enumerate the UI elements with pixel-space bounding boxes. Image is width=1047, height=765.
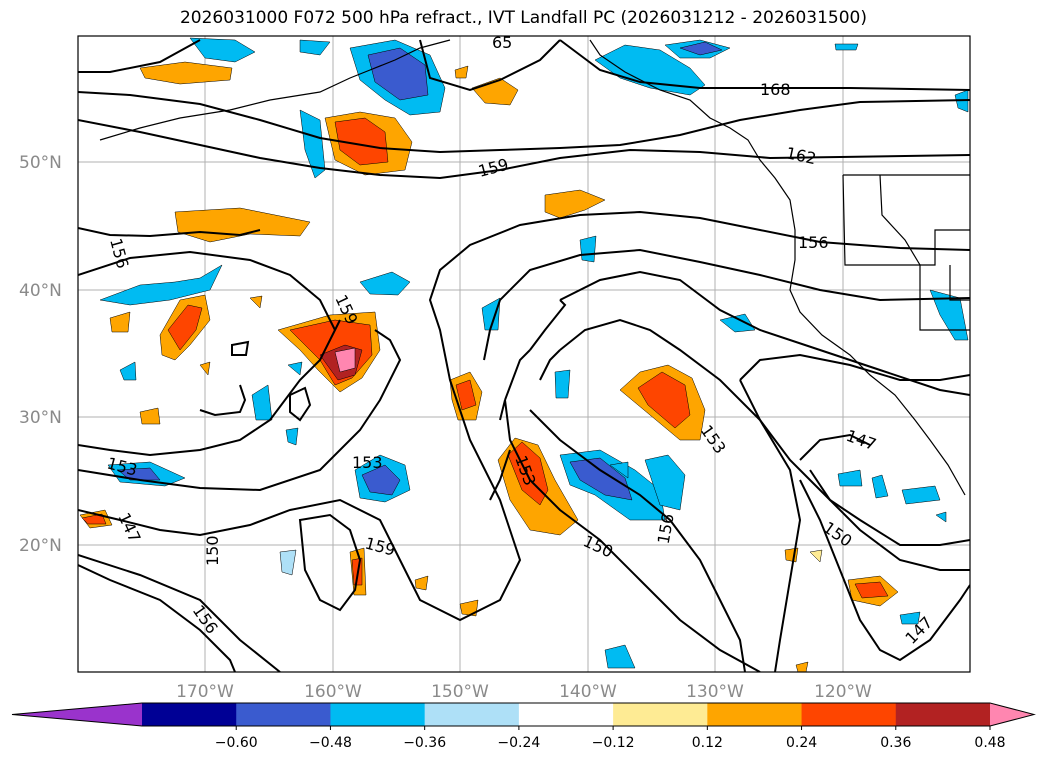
colorbar-tick-label: 0.24 [786, 735, 817, 751]
lon-label-140w: 140°W [559, 682, 617, 702]
shaded-anomalies [79, 37, 969, 672]
contour-label: 153 [352, 453, 383, 472]
colorbar-segment [330, 703, 426, 726]
colorbar-segment [518, 703, 614, 726]
colorbar-tick-label: 0.36 [880, 735, 911, 751]
lon-label-150w: 150°W [431, 682, 489, 702]
map-background [78, 36, 970, 672]
contour-label: 156 [798, 233, 829, 252]
latitude-labels: 50°N 40°N 30°N 20°N [19, 153, 62, 556]
gridlines [78, 36, 970, 672]
lat-label-20n: 20°N [19, 536, 62, 556]
colorbar-segment [424, 703, 520, 726]
colorbar-tick-label: −0.12 [592, 735, 635, 751]
colorbar-outline [11, 702, 1036, 727]
contour-label: 168 [760, 80, 791, 99]
lon-label-170w: 170°W [176, 682, 234, 702]
contour-lines [78, 39, 970, 672]
colorbar-segment [236, 703, 331, 726]
lon-label-160w: 160°W [304, 682, 362, 702]
colorbar-extend-max [990, 703, 1034, 726]
colorbar-tick-label: 0.12 [692, 735, 723, 751]
figure-title: 2026031000 F072 500 hPa refract., IVT La… [179, 8, 867, 28]
lon-label-120w: 120°W [814, 682, 872, 702]
colorbar-tick-label: −0.24 [497, 735, 540, 751]
colorbar-segment [895, 703, 991, 726]
map-frame [77, 35, 971, 673]
colorbar-extend-min [12, 703, 142, 726]
colorbar-tick-label: 0.48 [974, 735, 1005, 751]
lon-label-130w: 130°W [686, 682, 744, 702]
colorbar-tick-label: −0.48 [309, 735, 352, 751]
colorbar-segment [801, 703, 897, 726]
lat-label-30n: 30°N [19, 408, 62, 428]
lat-label-40n: 40°N [19, 281, 62, 301]
colorbar-segment [707, 703, 803, 726]
colorbar-segment [613, 703, 708, 726]
colorbar-tick-label: −0.36 [403, 735, 446, 751]
longitude-labels: 170°W 160°W 150°W 140°W 130°W 120°W [176, 682, 872, 702]
colorbar: −0.60 −0.48 −0.36 −0.24 −0.12 0.12 0.24 0.36 0.4… [11, 702, 1036, 751]
lat-label-50n: 50°N [19, 153, 62, 173]
colorbar-segment [142, 703, 237, 726]
colorbar-tick-label: −0.60 [215, 735, 258, 751]
coastlines [99, 39, 970, 496]
contour-label: 65 [492, 33, 512, 52]
contour-label: 150 [203, 535, 222, 566]
